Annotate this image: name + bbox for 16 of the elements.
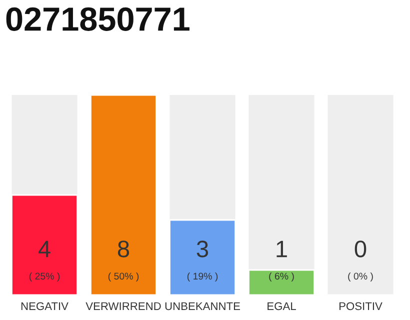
- annotation: ( 25% ): [29, 272, 60, 282]
- x-tick-label: POSITIV: [339, 302, 382, 310]
- x-tick-label: NEGATIV: [21, 302, 68, 310]
- data-label: 3: [196, 240, 208, 258]
- annotation: ( 19% ): [187, 272, 218, 282]
- data-label: 4: [38, 240, 50, 258]
- annotation: ( 6% ): [269, 272, 294, 282]
- data-label: 8: [118, 240, 130, 258]
- chart-title: 0271850771: [6, 7, 190, 31]
- x-tick-label: VERWIRREND: [86, 302, 161, 310]
- data-label: 0: [354, 240, 366, 258]
- annotation: ( 50% ): [108, 272, 139, 282]
- x-tick-label: UNBEKANNTE: [165, 302, 240, 310]
- data-label: 1: [276, 240, 287, 258]
- x-tick-label: EGAL: [268, 302, 296, 310]
- annotation: ( 0% ): [348, 272, 373, 282]
